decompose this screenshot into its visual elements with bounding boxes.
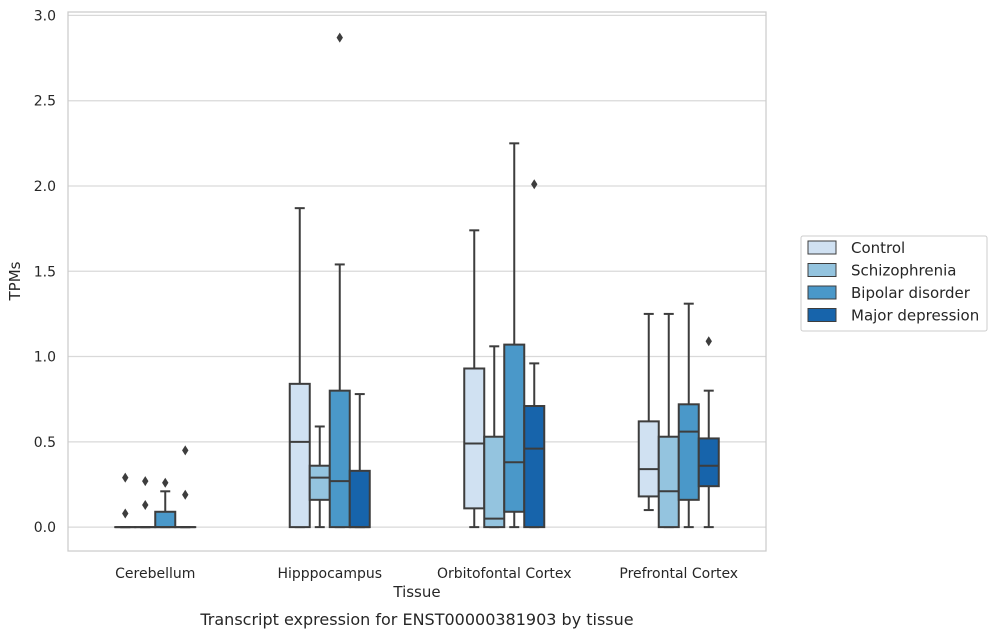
outlier-point (336, 32, 343, 43)
grid-lines (68, 14, 766, 528)
legend-label: Bipolar disorder (851, 284, 971, 302)
outlier-point (142, 499, 149, 510)
y-tick-label: 2.0 (34, 179, 56, 195)
box-body (288, 382, 311, 529)
box-body (523, 405, 546, 529)
box-schizophrenia (134, 476, 157, 529)
box-bipolar-disorder (154, 477, 177, 529)
box-body (483, 435, 506, 529)
box-body (328, 389, 351, 529)
x-tick-label: Hipppocampus (277, 566, 382, 582)
box-schizophrenia (483, 345, 506, 529)
legend-label: Control (851, 239, 905, 257)
box-body (463, 367, 486, 510)
outlier-point (122, 472, 129, 483)
box-bipolar-disorder (677, 302, 700, 529)
box-body (308, 464, 331, 501)
y-tick-label: 3.0 (34, 8, 56, 24)
box-control (637, 312, 660, 512)
legend: Control Schizophrenia Bipolar disorder Majo… (800, 235, 988, 332)
y-tick-label: 1.0 (34, 350, 56, 366)
box-body (154, 510, 177, 529)
chart-caption: Transcript expression for ENST0000038190… (199, 610, 633, 629)
box-major-depression (523, 179, 546, 529)
x-tick-label: Orbitofontal Cortex (437, 566, 572, 582)
x-tick-label: Prefrontal Cortex (619, 566, 738, 582)
box-major-depression (174, 445, 197, 529)
box-major-depression (348, 393, 371, 529)
box-body (503, 343, 526, 513)
legend-swatch (807, 263, 837, 277)
box-schizophrenia (657, 312, 680, 529)
legend-swatch (807, 308, 837, 322)
y-tick-labels: 0.0 0.5 1.0 1.5 2.0 2.5 3.0 (34, 8, 56, 536)
y-tick-label: 0.0 (34, 520, 56, 536)
y-tick-label: 0.5 (34, 435, 56, 451)
box-control (288, 207, 311, 529)
x-axis-title: Tissue (392, 583, 440, 601)
legend-swatch (807, 285, 837, 300)
y-tick-label: 1.5 (34, 264, 56, 280)
box-control (463, 229, 486, 529)
box-body (348, 469, 371, 529)
box-major-depression (697, 336, 720, 529)
x-tick-label: Cerebellum (115, 566, 195, 582)
boxes (114, 32, 720, 529)
y-tick-label: 2.5 (34, 94, 56, 110)
legend-swatch (807, 240, 837, 255)
box-control (114, 472, 137, 529)
outlier-point (162, 477, 169, 488)
outlier-point (182, 489, 189, 500)
box-body (637, 420, 660, 498)
y-axis-title: TPMs (6, 261, 24, 301)
plot-frame (67, 11, 767, 552)
legend-frame (800, 235, 988, 332)
box-body (677, 403, 700, 501)
x-tick-labels: Cerebellum Hipppocampus Orbitofontal Corte… (115, 566, 738, 582)
outlier-point (531, 179, 538, 190)
outlier-point (142, 476, 149, 487)
box-body (657, 435, 680, 529)
outlier-point (705, 336, 712, 347)
outlier-point (182, 445, 189, 456)
box-bipolar-disorder (328, 32, 351, 529)
box-body (697, 437, 720, 488)
legend-label: Schizophrenia (851, 262, 956, 280)
legend-label: Major depression (851, 307, 979, 325)
box-bipolar-disorder (503, 142, 526, 529)
outlier-point (122, 508, 129, 519)
